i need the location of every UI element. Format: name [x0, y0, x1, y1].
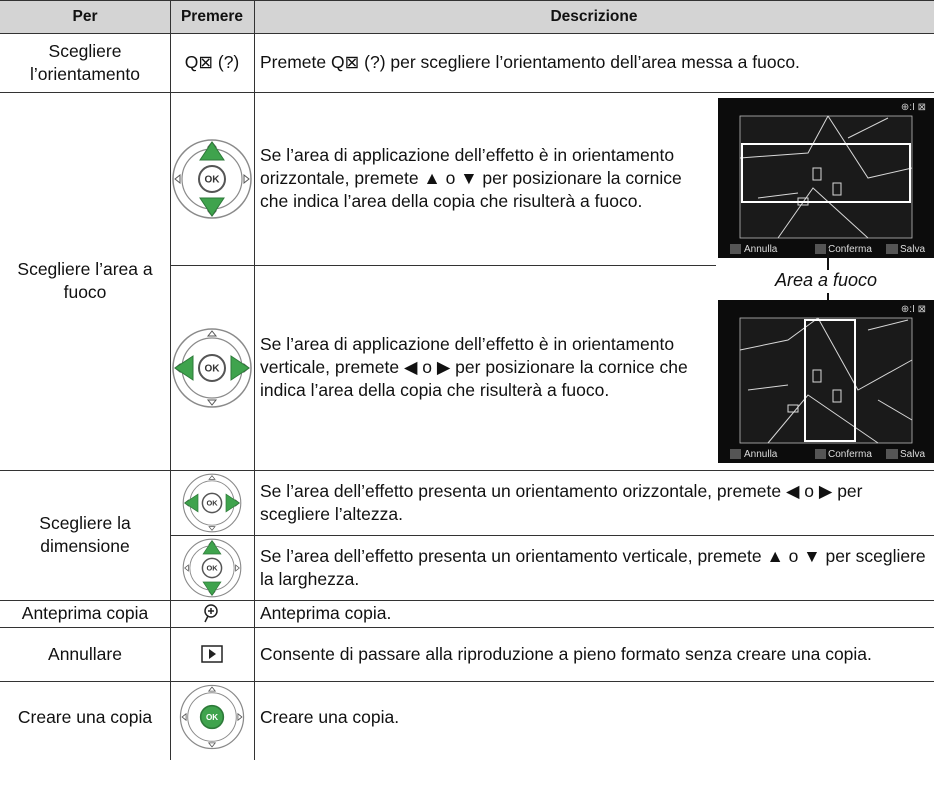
row-per: Annullare	[48, 643, 122, 664]
row-descrizione: Se l’area di applicazione dell’effetto è…	[260, 334, 688, 400]
screen-icons: ⊕:I ⊠	[901, 304, 926, 315]
screen-label: Annulla	[744, 244, 778, 255]
screen-image: ⊕:I ⊠ Annulla Conferma Salva	[718, 300, 934, 463]
row-descrizione: Consente di passare alla riproduzione a …	[260, 643, 872, 664]
row-descrizione: Se l’area di applicazione dell’effetto è…	[260, 145, 682, 211]
screen-label: Conferma	[828, 244, 872, 255]
button-icon: OK	[170, 470, 254, 535]
row-per: Scegliere l’orientamento	[30, 40, 140, 84]
rule	[0, 470, 934, 471]
screen-label: Salva	[900, 449, 925, 460]
row-descrizione: Creare una copia.	[260, 706, 400, 727]
row-premere: Q⊠ (?)	[184, 52, 240, 72]
rule	[0, 681, 934, 682]
screen-image: ⊕:I ⊠ Annulla Conferma Salva	[718, 98, 934, 258]
button-icon: OK	[170, 92, 254, 265]
row-descrizione: Anteprima copia.	[260, 603, 392, 623]
header-premere: Premere	[170, 0, 254, 33]
row-descrizione: Premete Q⊠ (?) per scegliere l’orientame…	[260, 52, 800, 72]
rule	[0, 33, 934, 34]
playback-icon	[201, 645, 223, 663]
callout-label: Area a fuoco	[774, 270, 878, 290]
rule	[170, 265, 716, 266]
row-per: Anteprima copia	[21, 603, 149, 623]
row-per: Creare una copia	[17, 706, 153, 727]
camera-screen: ⊕:I ⊠ Annulla Conferma Salva	[718, 300, 934, 463]
rule	[0, 92, 934, 93]
multi-selector: OK	[179, 684, 245, 750]
rule	[170, 535, 934, 536]
multi-selector: OK	[172, 327, 252, 408]
ok-label: OK	[205, 174, 221, 185]
ok-label: OK	[206, 563, 218, 572]
row-descrizione: Se l’area dell’effetto presenta un orien…	[260, 480, 863, 524]
rule	[170, 0, 171, 760]
rule	[0, 0, 934, 1]
screen-icons: ⊕:I ⊠	[901, 102, 926, 113]
ok-label: OK	[205, 363, 221, 374]
rule	[254, 0, 255, 760]
camera-screen: ⊕:I ⊠ Annulla Conferma Salva	[718, 98, 934, 258]
zoom-icon	[204, 603, 218, 622]
header-descrizione: Descrizione	[254, 0, 934, 33]
button-icon	[170, 600, 254, 627]
callout-line	[827, 248, 829, 270]
button-icon: OK	[170, 265, 254, 470]
header-per: Per	[0, 0, 170, 33]
screen-label: Salva	[900, 244, 925, 255]
rule	[0, 600, 934, 601]
screen-label: Annulla	[744, 449, 778, 460]
ok-label: OK	[206, 713, 218, 722]
multi-selector: OK	[182, 473, 242, 532]
screen-label: Conferma	[828, 449, 872, 460]
multi-selector: OK	[172, 138, 252, 219]
ok-label: OK	[206, 498, 218, 507]
button-icon: OK	[170, 681, 254, 753]
row-per: Scegliere la dimensione	[39, 513, 131, 556]
button-icon: OK	[170, 535, 254, 600]
button-icon	[170, 627, 254, 681]
multi-selector: OK	[182, 538, 242, 597]
row-descrizione: Se l’area dell’effetto presenta un orien…	[260, 545, 926, 589]
row-per: Scegliere l’area a fuoco	[17, 259, 153, 302]
rule	[0, 627, 934, 628]
